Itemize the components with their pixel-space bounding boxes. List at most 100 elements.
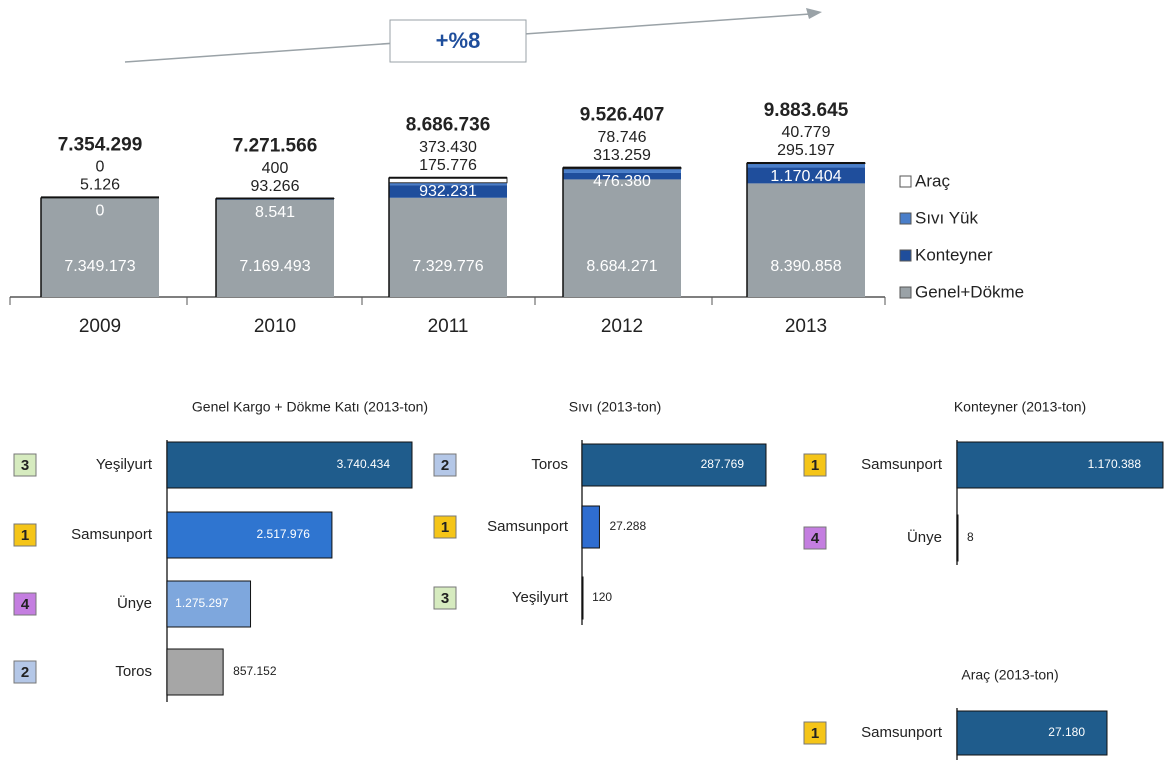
value-label: 2.517.976 [257, 527, 311, 541]
rank-badge [433, 586, 457, 610]
bar [166, 648, 224, 696]
x-tick-label: 2013 [785, 316, 827, 337]
rank-label: 4 [21, 596, 30, 613]
category-label: Yeşilyurt [512, 589, 569, 606]
rank-badge [13, 453, 37, 477]
annotation-box [389, 19, 527, 63]
bar [581, 576, 584, 620]
bar-segment [563, 172, 681, 180]
bar [166, 580, 252, 628]
value-label: 8 [967, 530, 974, 544]
value-label: 78.746 [598, 129, 647, 146]
bar-segment [747, 167, 865, 184]
arrow-head [806, 8, 822, 19]
bar-segment [41, 197, 159, 297]
panel-title: Sıvı (2013-ton) [569, 399, 662, 415]
value-label: 3.740.434 [337, 457, 391, 471]
x-tick-label: 2011 [428, 316, 469, 337]
total-label: 9.526.407 [580, 105, 665, 126]
rank-badge [13, 592, 37, 616]
rank-badge [13, 523, 37, 547]
bar-segment [216, 199, 334, 297]
rank-badge [433, 515, 457, 539]
value-label: 313.259 [593, 147, 651, 164]
value-label: 93.266 [251, 178, 300, 195]
bar-segment [563, 168, 681, 173]
bar-segment [747, 183, 865, 297]
value-label: 27.180 [1048, 725, 1085, 739]
rank-badge [433, 453, 457, 477]
total-label: 7.271.566 [233, 136, 318, 157]
rank-label: 4 [811, 530, 820, 547]
bar [581, 443, 767, 487]
legend-label: Genel+Dökme [915, 282, 1024, 301]
legend-label: Araç [915, 171, 950, 190]
value-label: 857.152 [233, 664, 277, 678]
legend-swatch [899, 212, 912, 225]
x-tick-label: 2012 [601, 316, 643, 337]
value-label: 8.541 [255, 204, 295, 221]
legend-label: Sıvı Yük [915, 208, 978, 227]
value-label: 0 [96, 203, 105, 220]
bar [956, 441, 1164, 489]
bar-segment [389, 185, 507, 198]
value-label: 373.430 [419, 139, 477, 156]
value-label: 27.288 [609, 519, 646, 533]
category-label: Samsunport [487, 518, 569, 535]
bar [581, 505, 600, 549]
legend-label: Konteyner [915, 245, 993, 264]
value-label: 1.170.388 [1088, 457, 1142, 471]
value-label: 7.169.493 [239, 258, 310, 275]
legend-swatch [899, 175, 912, 188]
value-label: 7.349.173 [64, 258, 135, 275]
bar-segment [389, 197, 507, 297]
bar-segment [389, 182, 507, 186]
rank-label: 3 [441, 590, 449, 607]
bar [956, 710, 1108, 756]
legend-swatch [899, 286, 912, 299]
category-label: Toros [115, 663, 152, 680]
rank-badge [13, 660, 37, 684]
value-label: 287.769 [701, 457, 745, 471]
category-label: Samsunport [71, 526, 153, 543]
rank-label: 3 [21, 457, 29, 474]
rank-badge [803, 721, 827, 745]
total-label: 8.686.736 [406, 115, 491, 136]
value-label: 175.776 [419, 157, 477, 174]
category-label: Ünye [117, 594, 152, 612]
value-label: 5.126 [80, 177, 120, 194]
value-label: 1.275.297 [175, 596, 229, 610]
bar [166, 441, 413, 489]
rank-label: 2 [21, 664, 29, 681]
value-label: 295.197 [777, 142, 835, 159]
category-label: Toros [531, 456, 568, 473]
value-label: 400 [262, 160, 289, 177]
total-label: 7.354.299 [58, 134, 143, 155]
category-label: Yeşilyurt [96, 456, 153, 473]
x-tick-label: 2009 [79, 316, 121, 337]
value-label: 120 [592, 590, 612, 604]
rank-badge [803, 526, 827, 550]
bar-segment [747, 163, 865, 168]
rank-label: 1 [441, 519, 449, 536]
panel-title: Araç (2013-ton) [961, 667, 1058, 683]
value-label: 7.329.776 [412, 258, 483, 275]
total-label: 9.883.645 [764, 100, 849, 121]
category-label: Samsunport [861, 724, 943, 741]
panel-title: Genel Kargo + Dökme Katı (2013-ton) [192, 399, 428, 415]
category-label: Ünye [907, 528, 942, 546]
rank-label: 1 [811, 725, 819, 742]
value-label: 40.779 [782, 124, 831, 141]
value-label: 0 [96, 159, 105, 176]
rank-badge [803, 453, 827, 477]
value-label: 932.231 [419, 183, 477, 200]
value-label: 8.684.271 [586, 258, 657, 275]
legend-swatch [899, 249, 912, 262]
rank-label: 1 [811, 457, 819, 474]
category-label: Samsunport [861, 456, 943, 473]
rank-label: 2 [441, 457, 449, 474]
panel-title: Konteyner (2013-ton) [954, 399, 1086, 415]
bar-segment [563, 179, 681, 297]
bar [166, 511, 333, 559]
